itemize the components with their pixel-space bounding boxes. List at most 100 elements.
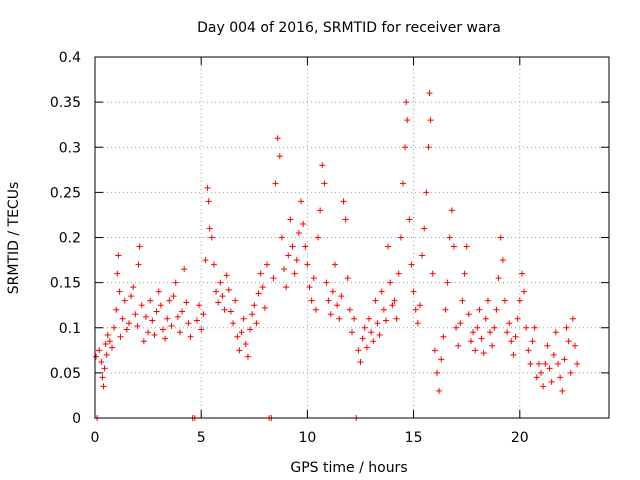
data-point [527, 360, 534, 367]
data-point [93, 353, 100, 360]
data-point [293, 257, 300, 264]
data-point [285, 252, 292, 259]
data-point [480, 350, 487, 357]
data-point [426, 90, 433, 97]
data-point [410, 288, 417, 295]
data-point [304, 261, 311, 268]
data-point [334, 302, 341, 309]
data-point [174, 313, 181, 320]
data-point [440, 333, 447, 340]
data-point [565, 338, 572, 345]
data-point [376, 331, 383, 338]
data-point [244, 353, 251, 360]
data-point [406, 216, 413, 223]
data-point [336, 315, 343, 322]
data-point [535, 360, 542, 367]
data-point [272, 180, 279, 187]
data-point [240, 315, 247, 322]
data-point [425, 144, 432, 151]
x-axis-label: GPS time / hours [290, 460, 407, 476]
data-point [298, 198, 305, 205]
data-point [198, 326, 205, 333]
data-point [103, 351, 110, 358]
data-point [99, 374, 106, 381]
data-point [349, 329, 355, 336]
data-point [516, 297, 523, 304]
data-point [508, 338, 515, 345]
data-point [465, 311, 472, 318]
data-point [162, 335, 169, 342]
data-point [255, 290, 262, 297]
data-point [155, 288, 162, 295]
data-point [474, 324, 481, 331]
data-point [408, 261, 415, 268]
data-point [142, 313, 149, 320]
data-point [395, 270, 402, 277]
data-point [117, 333, 124, 340]
data-point [438, 356, 445, 363]
data-point [361, 324, 368, 331]
data-point [111, 324, 118, 331]
x-tick-label: 10 [298, 430, 316, 446]
data-point [457, 320, 464, 327]
chart-title: Day 004 of 2016, SRMTID for receiver war… [197, 20, 501, 36]
data-point [323, 279, 330, 286]
data-point [183, 299, 190, 306]
data-point [204, 184, 211, 191]
data-point [448, 207, 455, 214]
data-point [132, 311, 139, 318]
data-point [329, 288, 336, 295]
data-point [232, 297, 239, 304]
data-point [540, 383, 547, 390]
data-point [512, 333, 519, 340]
data-point [525, 347, 532, 354]
data-point [247, 326, 254, 333]
data-point [563, 324, 570, 331]
x-tick-label: 15 [405, 430, 423, 446]
data-point [340, 198, 347, 205]
data-point [574, 360, 581, 367]
data-point [548, 378, 555, 385]
data-point [538, 369, 545, 376]
data-point [205, 198, 212, 205]
y-tick-label: 0.2 [59, 231, 81, 247]
data-point [557, 374, 564, 381]
data-point [478, 335, 485, 342]
data-point [185, 320, 192, 327]
data-point [455, 342, 462, 349]
data-point [467, 338, 474, 345]
data-point [431, 347, 438, 354]
data-point [227, 308, 234, 315]
y-tick-label: 0.3 [59, 140, 81, 156]
data-point [115, 252, 122, 259]
data-point [230, 320, 237, 327]
data-point [206, 225, 213, 232]
data-point [100, 383, 107, 390]
data-point [295, 229, 302, 236]
data-point [200, 311, 207, 318]
data-point [234, 333, 241, 340]
data-point [446, 234, 453, 241]
data-point [429, 270, 436, 277]
y-tick-label: 0.15 [50, 276, 81, 292]
data-point [128, 293, 135, 300]
data-point [287, 216, 294, 223]
y-tick-label: 0.35 [50, 95, 81, 111]
y-tick-label: 0.25 [50, 185, 81, 201]
data-point [98, 359, 105, 366]
data-point [289, 243, 296, 250]
data-point [327, 311, 334, 318]
data-point [523, 324, 530, 331]
y-tick-label: 0.1 [59, 321, 81, 337]
data-point [193, 317, 200, 324]
data-point [157, 302, 164, 309]
data-point [159, 326, 166, 333]
data-point [495, 275, 502, 282]
x-tick-label: 5 [197, 430, 206, 446]
data-point [567, 369, 574, 376]
data-point [470, 329, 477, 336]
data-point [427, 117, 434, 124]
data-point [325, 297, 332, 304]
data-point [101, 365, 108, 372]
